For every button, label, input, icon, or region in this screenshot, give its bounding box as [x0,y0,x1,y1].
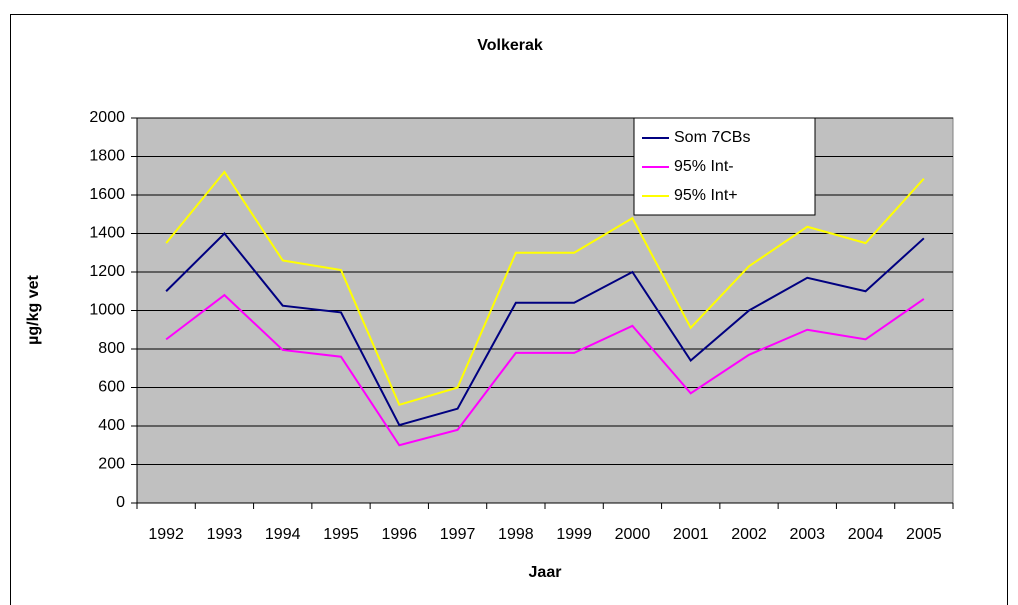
legend-label: 95% Int- [674,158,734,175]
y-tick-label: 200 [98,456,125,473]
legend-label: Som 7CBs [674,129,750,146]
x-tick-label: 2005 [906,526,942,543]
x-axis-title: Jaar [529,564,562,581]
y-tick-label: 1800 [89,148,125,165]
y-tick-label: 1400 [89,225,125,242]
y-tick-label: 2000 [89,109,125,126]
x-tick-label: 1993 [207,526,243,543]
x-tick-label: 1994 [265,526,301,543]
chart-title: Volkerak [477,37,543,54]
x-tick-label: 1996 [381,526,417,543]
x-tick-label: 2001 [673,526,709,543]
y-tick-label: 800 [98,340,125,357]
y-tick-label: 1600 [89,186,125,203]
x-tick-label: 2004 [848,526,884,543]
x-tick-label: 1997 [440,526,476,543]
y-tick-label: 1000 [89,302,125,319]
x-tick-label: 1995 [323,526,359,543]
y-axis-title: µg/kg vet [25,274,42,344]
series-line [165,293,925,447]
y-tick-label: 1200 [89,263,125,280]
series-line [165,170,925,407]
legend-label: 95% Int+ [674,187,738,204]
x-tick-label: 2003 [789,526,825,543]
x-tick-label: 2000 [615,526,651,543]
x-tick-label: 1992 [148,526,184,543]
x-tick-label: 1998 [498,526,534,543]
y-tick-label: 0 [116,494,125,511]
x-tick-label: 2002 [731,526,767,543]
x-tick-label: 1999 [556,526,592,543]
y-tick-label: 400 [98,417,125,434]
series-line [165,232,925,427]
y-tick-label: 600 [98,379,125,396]
